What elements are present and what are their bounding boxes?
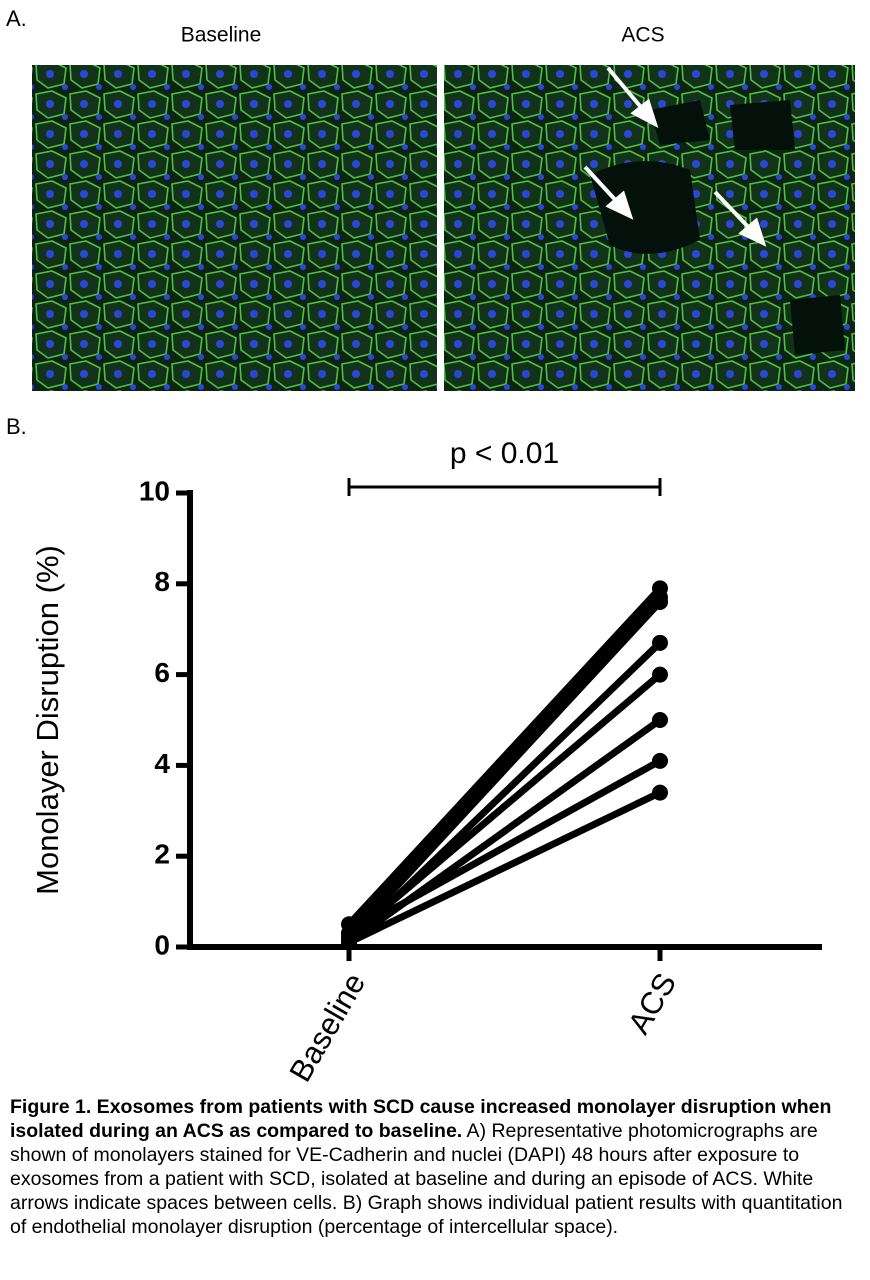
point [652,752,668,769]
y-axis-label: Monolayer Disruption (%) [30,545,65,895]
caption-text: A) Representative photomicrographs are s… [10,1120,843,1238]
y-tick-label: 2 [154,839,170,870]
y-tick-label: 10 [139,475,170,506]
y-tick-label: 6 [154,657,170,688]
chart: B. p < 0.01 Monolayer Disruption (%) 0 2 4 6 8 1… [6,414,822,1088]
x-tick-label: Baseline [282,967,372,1087]
gap [590,161,700,254]
caption-title: Figure 1. Exosomes from patients with SC… [10,1096,832,1142]
series-line [347,757,662,937]
caption: Figure 1. Exosomes from patients with SC… [10,1095,860,1239]
micrograph [32,65,437,391]
image-title: Baseline [181,24,262,47]
series-line [346,585,663,927]
gap [730,100,795,150]
y-tick-label: 0 [154,929,170,960]
point [652,593,668,610]
gap [790,295,845,355]
series-line [346,599,663,941]
panel-label: B. [6,414,27,439]
gap [650,100,710,145]
point [341,934,357,951]
series-line [346,671,663,941]
x-tick-label: ACS [621,967,683,1040]
annotation: p < 0.01 [450,437,559,470]
series-line [347,789,662,946]
bracket [347,478,662,496]
point [652,666,668,683]
point [652,784,668,801]
arrows [583,66,767,247]
y-tick-label: 8 [154,566,170,597]
point [652,712,668,728]
panel-label: A. [6,6,27,31]
image-title: ACS [621,24,664,47]
figure: A. Baseline ACS B. p < 0.01 Monolayer Disr… [6,6,855,1088]
point [652,634,668,651]
y-tick-label: 4 [154,748,170,779]
